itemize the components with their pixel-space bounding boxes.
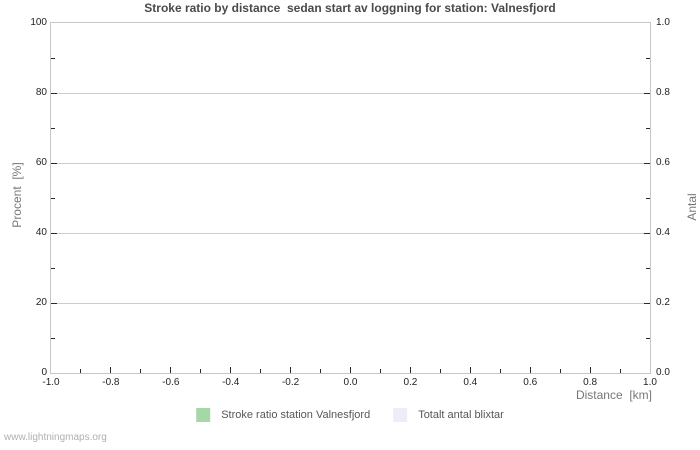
- y-axis-tick-label: 40: [35, 227, 47, 238]
- y-axis-minor-tick: [51, 267, 55, 269]
- x-axis-tick: [409, 367, 411, 373]
- gridline: [51, 232, 650, 234]
- x-axis-tick: [230, 367, 232, 373]
- x-axis-minor-tick: [499, 369, 501, 373]
- x-axis-tick: [350, 367, 351, 373]
- y-axis-minor-tick: [51, 57, 55, 59]
- y-axis-tick-label: 0: [41, 367, 47, 378]
- legend-swatch: [196, 408, 211, 422]
- y-axis-tick-label: 0.0: [656, 367, 670, 378]
- gridline: [51, 162, 650, 164]
- x-axis-tick: [110, 367, 112, 373]
- legend-swatch: [393, 408, 408, 422]
- x-axis-tick: [170, 367, 172, 373]
- watermark: www.lightningmaps.org: [4, 432, 107, 443]
- legend-item-label: Stroke ratio station Valnesfjord: [221, 409, 371, 421]
- x-axis-tick: [529, 367, 531, 373]
- x-axis-minor-tick: [619, 369, 621, 373]
- gridline: [51, 302, 650, 304]
- y-axis-tick-label: 1.0: [656, 17, 670, 28]
- x-axis-tick: [589, 367, 591, 373]
- plot-area: 0 20 40 60 80 100 0.0 0.2 0.4 0.6 0.8 1.0 -1.0 -0.8 -0…: [30, 17, 670, 388]
- gridline: [51, 92, 650, 94]
- x-axis-minor-tick: [559, 369, 561, 373]
- y-axis-minor-tick: [646, 57, 650, 59]
- y-axis-minor-tick: [646, 197, 650, 199]
- x-axis-tick-label: 0.6: [523, 377, 538, 388]
- y-axis-tick: [644, 302, 650, 304]
- y-axis-tick-label: 0.2: [656, 297, 670, 308]
- x-axis-minor-tick: [439, 369, 441, 373]
- y-axis-tick: [644, 92, 650, 94]
- chart-title: Stroke ratio by distance sedan start av …: [144, 1, 556, 15]
- x-axis-tick-label: 1.0: [643, 377, 657, 388]
- x-axis-tick: [469, 367, 471, 373]
- y-axis-tick: [644, 162, 650, 164]
- legend-item: Totalt antal blixtar: [393, 408, 504, 422]
- y-axis-minor-tick: [51, 337, 55, 339]
- x-axis-tick-label: 0.0: [343, 377, 358, 388]
- y-axis-minor-tick: [646, 337, 650, 339]
- y-axis-minor-tick: [51, 197, 55, 199]
- y-axis-right-title: Antal: [685, 193, 699, 221]
- x-axis-tick-label: -0.2: [281, 377, 300, 388]
- legend-item-label: Totalt antal blixtar: [418, 409, 504, 421]
- x-axis-minor-tick: [140, 369, 142, 373]
- y-axis-minor-tick: [646, 127, 650, 129]
- x-axis-tick: [290, 367, 292, 373]
- y-axis-tick: [644, 232, 650, 234]
- x-axis-tick-label: -0.6: [162, 377, 180, 388]
- legend-item: Stroke ratio station Valnesfjord: [196, 408, 370, 422]
- y-axis-tick-label: 60: [35, 157, 47, 168]
- y-axis-tick-label: 80: [35, 87, 47, 98]
- y-axis-tick: [51, 232, 57, 234]
- y-axis-tick-label: 0.4: [656, 227, 670, 238]
- x-axis-tick-label: 0.4: [463, 377, 478, 388]
- y-axis-tick: [51, 162, 57, 164]
- x-axis-tick-label: 0.2: [403, 377, 418, 388]
- x-axis-tick-label: -0.8: [102, 377, 120, 388]
- x-axis-tick-label: 0.8: [583, 377, 598, 388]
- x-axis-minor-tick: [200, 369, 202, 373]
- x-axis-minor-tick: [80, 369, 82, 373]
- x-axis-title: Distance [km]: [575, 388, 652, 402]
- y-axis-tick-label: 0.8: [656, 87, 670, 98]
- x-axis-minor-tick: [320, 369, 322, 373]
- x-axis-tick-label: -1.0: [42, 377, 60, 388]
- legend: Stroke ratio station Valnesfjord Totalt a…: [196, 408, 504, 422]
- y-axis-tick: [51, 92, 57, 94]
- y-axis-tick: [51, 302, 57, 304]
- x-axis-minor-tick: [379, 369, 381, 373]
- x-axis-tick-label: -0.4: [222, 377, 240, 388]
- y-axis-minor-tick: [51, 127, 55, 129]
- y-axis-tick-label: 100: [30, 17, 47, 28]
- y-axis-minor-tick: [646, 267, 650, 269]
- x-axis-minor-tick: [260, 369, 262, 373]
- y-axis-left-title: Procent [%]: [10, 162, 24, 228]
- y-axis-tick-label: 0.6: [656, 157, 670, 168]
- y-axis-tick-label: 20: [35, 297, 47, 308]
